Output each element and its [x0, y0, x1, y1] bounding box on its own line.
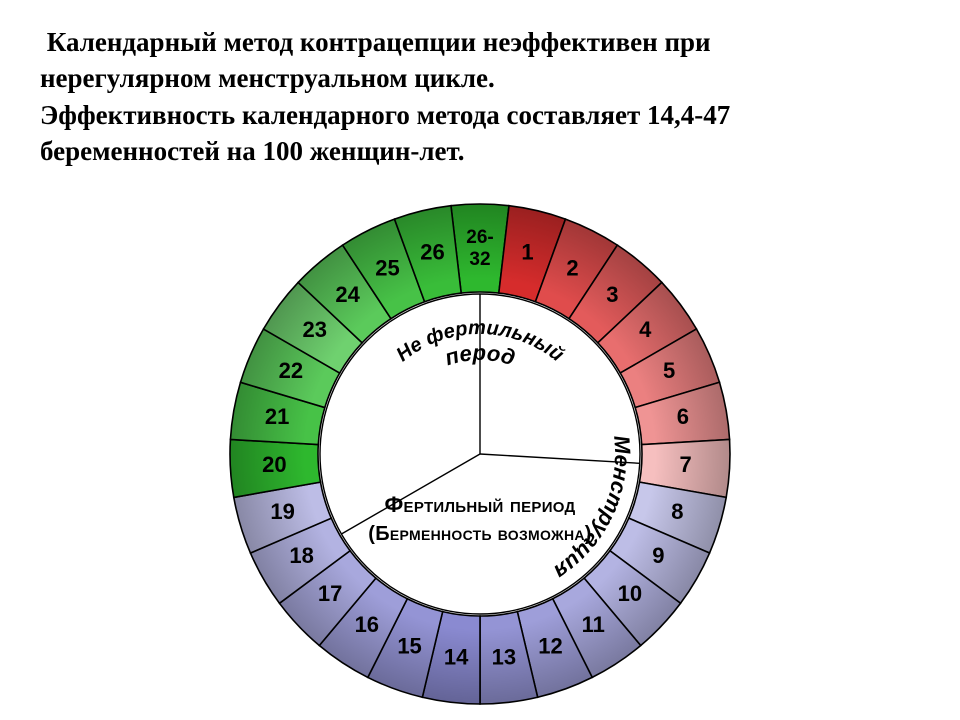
- segment-label: 25: [375, 256, 399, 281]
- header-line-4: беременностей на 100 женщин-лет.: [40, 136, 465, 166]
- header-text: Календарный метод контрацепции неэффекти…: [40, 24, 920, 170]
- segment-label: 16: [355, 612, 379, 637]
- segment-label: 26: [420, 239, 444, 264]
- segment-label: 10: [618, 581, 642, 606]
- segment-label: 7: [680, 452, 692, 477]
- segment-label: 19: [270, 499, 294, 524]
- segment-label: 5: [663, 358, 675, 383]
- segment-label: 24: [335, 282, 360, 307]
- header-line-2: нерегулярном менструальном цикле.: [40, 63, 495, 93]
- segment-label: 11: [582, 612, 605, 637]
- segment-label: 8: [671, 499, 683, 524]
- segment-label: 22: [279, 358, 303, 383]
- segment-label: 12: [538, 633, 562, 658]
- segment-label: 2: [566, 256, 578, 281]
- segment-label: 15: [397, 633, 421, 658]
- segment-label: 23: [303, 317, 327, 342]
- cycle-diagram: 26-3212345678910111213141516171819202122…: [225, 198, 735, 703]
- segment-label: 14: [444, 644, 469, 669]
- header-line-1: Календарный метод контрацепции неэффекти…: [40, 27, 711, 57]
- segment-label: 4: [639, 317, 652, 342]
- segment-label: 18: [289, 543, 313, 568]
- segment-label: 32: [469, 249, 490, 270]
- segment-label: 26-: [466, 227, 493, 248]
- segment-label: 3: [606, 282, 618, 307]
- segment-label: 1: [521, 239, 533, 264]
- header-line-3: Эффективность календарного метода состав…: [40, 100, 730, 130]
- label-fertile: Фертильный период: [384, 492, 575, 517]
- segment-label: 21: [265, 404, 289, 429]
- segment-label: 6: [677, 404, 689, 429]
- segment-label: 20: [262, 452, 286, 477]
- segment-label: 13: [492, 644, 516, 669]
- cycle-svg: 26-3212345678910111213141516171819202122…: [225, 198, 735, 710]
- segment-label: 9: [652, 543, 664, 568]
- segment-label: 17: [318, 581, 342, 606]
- label-fertile: (Берменность возможна): [368, 523, 592, 545]
